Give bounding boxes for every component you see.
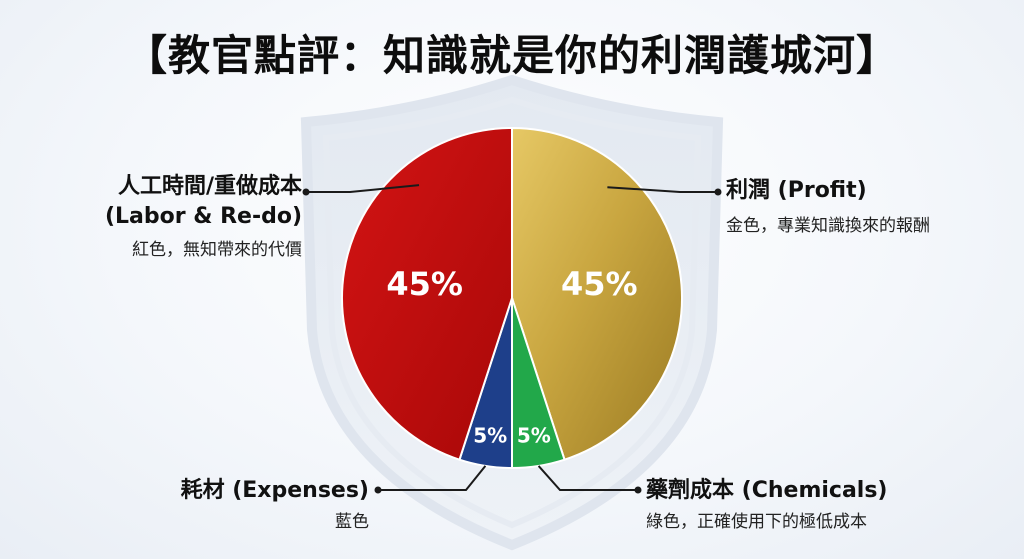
pie-slice-labor bbox=[340, 126, 513, 461]
value-label-expenses: 5% bbox=[473, 424, 507, 448]
value-label-profit: 45% bbox=[561, 265, 638, 303]
label-profit-note: 金色，專業知識換來的報酬 bbox=[726, 216, 930, 236]
label-labor-line1: 人工時間/重做成本 bbox=[117, 174, 302, 199]
label-labor-line2: (Labor & Re-do) bbox=[104, 204, 302, 229]
leader-dot-chemicals bbox=[634, 486, 642, 494]
leader-dot-expenses bbox=[374, 486, 382, 494]
leader-dot-labor bbox=[302, 188, 310, 196]
chart-title: 【教官點評：知識就是你的利潤護城河】 bbox=[124, 31, 899, 80]
label-chemicals: 藥劑成本 (Chemicals) 綠色，正確使用下的極低成本 bbox=[646, 476, 888, 536]
leader-line-expenses bbox=[378, 465, 487, 491]
value-label-chemicals: 5% bbox=[517, 424, 551, 448]
label-profit-title: 利潤 (Profit) bbox=[726, 178, 867, 203]
leader-line-profit bbox=[607, 186, 718, 193]
label-profit: 利潤 (Profit) 金色，專業知識換來的報酬 bbox=[726, 176, 930, 240]
label-expenses: 耗材 (Expenses) 藍色 bbox=[181, 476, 369, 536]
leader-line-labor bbox=[306, 184, 420, 193]
label-chemicals-note: 綠色，正確使用下的極低成本 bbox=[646, 512, 867, 532]
label-expenses-title: 耗材 (Expenses) bbox=[180, 478, 369, 503]
pie-slice-profit bbox=[511, 126, 684, 461]
label-chemicals-title: 藥劑成本 (Chemicals) bbox=[646, 478, 888, 503]
label-labor: 人工時間/重做成本 (Labor & Re-do) 紅色，無知帶來的代價 bbox=[105, 172, 302, 264]
label-expenses-note: 藍色 bbox=[335, 512, 369, 532]
leader-dot-profit bbox=[714, 188, 722, 196]
value-label-labor: 45% bbox=[386, 265, 463, 303]
label-labor-note: 紅色，無知帶來的代價 bbox=[132, 240, 302, 260]
leader-line-chemicals bbox=[537, 465, 638, 491]
